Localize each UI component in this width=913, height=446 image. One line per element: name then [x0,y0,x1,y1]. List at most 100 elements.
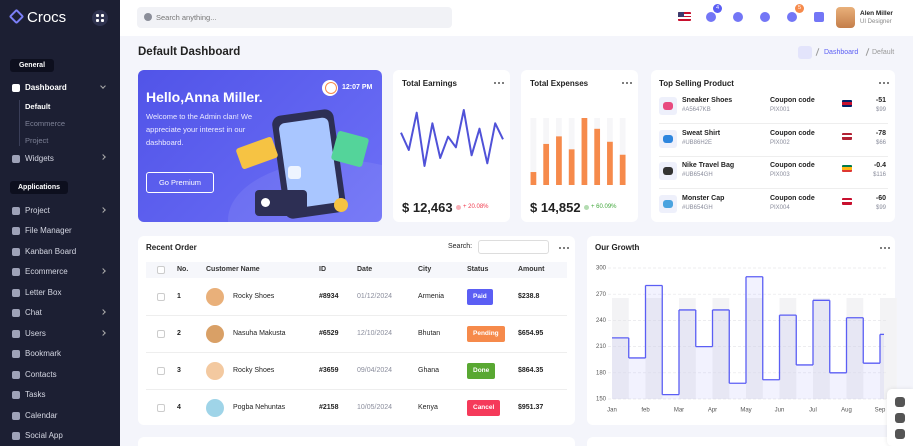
search-label: Search: [448,243,473,250]
menu-item[interactable]: Tasks [25,390,46,400]
flag-band [842,197,852,201]
greeting: Hello,Anna Miller. [146,89,263,105]
row-separator [659,155,888,157]
user-name: Alen Miller [860,10,893,17]
more-menu[interactable] [880,246,890,250]
menu-item[interactable]: Ecommerce [25,267,68,277]
search-box[interactable]: Search anything... [137,7,452,28]
toolbar-button[interactable] [895,413,905,423]
table-cell: Pogba Nehuntas [233,404,286,411]
menu-item[interactable]: File Manager [25,226,72,236]
notification-badge: 5 [795,4,804,13]
product-shape [663,102,673,110]
coupon-code: PIX003 [770,172,790,178]
coupon-label: Coupon code [770,97,815,104]
column-header: Status [467,266,489,273]
breadcrumb-home[interactable] [798,46,812,59]
change-dot [584,205,589,210]
flag-band [678,17,691,20]
more-menu[interactable] [494,81,504,85]
more-menu[interactable] [559,246,569,250]
user-role: UI Designer [860,19,892,25]
menu-item[interactable]: Bookmark [25,349,62,359]
flag-band [842,102,852,106]
flag [842,100,852,107]
avatar [206,288,224,306]
product-icon [659,129,677,148]
submenu-item[interactable]: Project [25,136,49,145]
menu-item[interactable]: Contacts [25,369,57,379]
dot [884,247,886,249]
menu-item[interactable]: Kanban Board [25,246,77,256]
menu-item[interactable]: Project [25,206,50,215]
dot [559,247,561,249]
submenu-item[interactable]: Default [25,102,51,111]
stat-change: + 60.09% [591,204,617,210]
card-title: Top Selling Product [659,79,734,88]
table-cell: 2 [177,330,181,337]
flag [842,132,852,140]
checkbox[interactable] [157,293,165,301]
checkbox[interactable] [157,404,165,412]
menu-item[interactable]: Letter Box [25,287,62,297]
flag-band [678,19,691,21]
table-cell: $951.37 [518,404,544,411]
grid-button[interactable] [92,10,108,26]
product-sku: #UB86H2E [682,139,713,146]
icon-shape [733,12,743,22]
checkbox[interactable] [157,367,165,375]
menu-icon [12,207,20,215]
product-sku: #A5647KB [682,107,711,113]
topbar-icon[interactable] [759,11,771,23]
go-premium-button[interactable]: Go Premium [146,172,214,193]
menu-icon [12,288,20,297]
flag-band [842,132,852,136]
status-badge: Pending [467,326,505,342]
table-cell: $654.95 [518,330,544,337]
flag [678,12,691,21]
menu-item[interactable]: Dashboard [25,83,67,92]
product-price: $116 [873,172,886,178]
coupon-code: PIX001 [770,107,790,113]
column-header: City [418,266,432,273]
submenu-item[interactable]: Ecommerce [25,119,66,128]
toolbar-button[interactable] [895,397,905,407]
checkbox[interactable] [157,330,165,338]
table-cell: 1 [177,293,181,300]
change-dot [456,205,461,210]
welcome-message: Welcome to the Admin clan! We appreciate… [146,112,253,147]
checkbox[interactable] [157,266,165,274]
menu-icon [12,227,20,236]
menu-item[interactable]: Social App [25,430,63,440]
stat-amount: $ 12,463 [402,200,453,215]
illu-card-dot [261,198,270,207]
menu-item[interactable]: Users [25,328,46,338]
table-cell: $238.8 [518,293,540,300]
product-sku: #UB654GH [682,172,713,178]
more-menu[interactable] [622,81,632,85]
product-shape [663,167,673,175]
dot [502,82,504,84]
dot [880,247,882,249]
clock-icon [325,82,337,94]
topbar-icon[interactable] [705,11,717,23]
section-label: Applications [10,181,68,194]
toolbar-button[interactable] [895,429,905,439]
table-cell: Nasuha Makusta [233,330,286,337]
topbar-icon[interactable] [786,11,798,23]
menu-item[interactable]: Widgets [25,154,54,163]
topbar-icon[interactable] [732,11,744,23]
table-cell: 12/10/2024 [357,330,393,337]
user-avatar[interactable] [836,7,855,28]
coupon-label: Coupon code [770,162,815,169]
product-name: Sneaker Shoes [682,97,733,104]
breadcrumb-item[interactable]: Dashboard [824,49,859,56]
menu-icon [12,350,20,359]
table-cell: #3659 [319,367,339,374]
search-input[interactable] [478,240,549,254]
topbar-icon[interactable] [813,11,825,23]
menu-item[interactable]: Chat [25,308,42,318]
more-menu[interactable] [879,81,889,85]
menu-item[interactable]: Calendar [25,410,58,420]
row-separator [659,123,888,124]
